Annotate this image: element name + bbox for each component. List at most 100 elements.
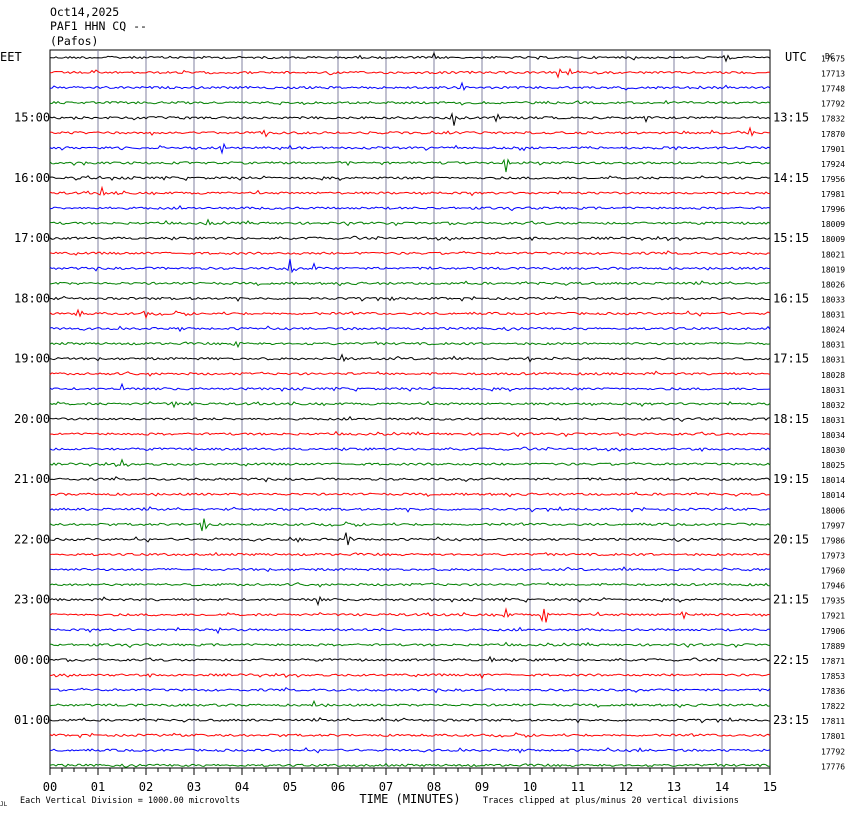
trace-line — [49, 747, 771, 754]
row-count-label: 17836 — [821, 687, 845, 696]
x-tick-label: 06 — [331, 780, 345, 794]
trace-line — [49, 458, 771, 468]
trace-line — [49, 506, 771, 513]
trace-line — [49, 581, 771, 588]
row-count-label: 17981 — [821, 190, 845, 199]
row-count-label: 18009 — [821, 235, 845, 244]
row-count-label: 17792 — [821, 100, 845, 109]
header-station: PAF1 HHN CQ -- — [50, 19, 147, 33]
left-time-label: 16:00 — [14, 171, 50, 185]
row-count-label: 17996 — [821, 205, 845, 214]
row-count-label: 18021 — [821, 250, 845, 259]
left-time-label: 21:00 — [14, 472, 50, 486]
trace-line — [49, 280, 770, 287]
left-time-label: 00:00 — [14, 653, 50, 667]
x-tick-label: 05 — [283, 780, 297, 794]
row-count-label: 17921 — [821, 612, 845, 621]
left-time-label: 19:00 — [14, 352, 50, 366]
trace-line — [49, 551, 771, 557]
trace-line — [49, 641, 771, 649]
x-tick-label: 03 — [187, 780, 201, 794]
row-count-label: 17960 — [821, 567, 845, 576]
row-count-label: 17870 — [821, 130, 845, 139]
x-tick-label: 14 — [715, 780, 729, 794]
row-count-label: 18033 — [821, 295, 845, 304]
trace-line — [49, 732, 771, 739]
x-axis-title: TIME (MINUTES) — [359, 792, 460, 806]
right-time-label: 13:15 — [773, 111, 809, 125]
row-count-label: 17901 — [821, 145, 845, 154]
clip-note: Traces clipped at plus/minus 20 vertical… — [483, 796, 739, 806]
row-count-label: 18034 — [821, 431, 845, 440]
row-count-label: 17935 — [821, 597, 845, 606]
right-time-label: 15:15 — [773, 231, 809, 245]
row-count-label: 17811 — [821, 717, 845, 726]
row-count-label: 17713 — [821, 70, 845, 79]
right-time-label: 20:15 — [773, 532, 809, 546]
row-count-label: 18031 — [821, 416, 845, 425]
row-count-label: 17924 — [821, 160, 845, 169]
trace-line — [49, 672, 771, 680]
scale-note: Each Vertical Division = 1000.00 microvo… — [20, 796, 240, 806]
trace-line — [49, 607, 771, 623]
trace-line — [49, 258, 771, 274]
x-tick-label: 15 — [763, 780, 777, 794]
trace-line — [49, 142, 771, 155]
row-count-label: 17792 — [821, 747, 845, 756]
x-tick-label: 11 — [571, 780, 585, 794]
row-count-label: 17956 — [821, 175, 845, 184]
row-count-label: 17832 — [821, 115, 845, 124]
trace-line — [49, 491, 770, 498]
row-count-label: 18014 — [821, 491, 845, 500]
row-count-label: 18009 — [821, 220, 845, 229]
x-tick-label: 01 — [91, 780, 105, 794]
trace-line — [49, 205, 771, 212]
trace-line — [50, 566, 771, 573]
row-count-label: 17986 — [821, 536, 845, 545]
row-count-label: 18024 — [821, 326, 845, 335]
trace-line — [49, 716, 771, 724]
header-date: Oct14,2025 — [50, 5, 120, 19]
trace-line — [49, 235, 771, 242]
row-count-label: 18025 — [821, 461, 845, 470]
right-time-label: 16:15 — [773, 291, 809, 305]
right-time-label: 23:15 — [773, 713, 809, 727]
left-time-label: 18:00 — [14, 291, 50, 305]
trace-line — [50, 686, 771, 694]
row-count-label: 18014 — [821, 476, 845, 485]
row-count-label: 18031 — [821, 311, 845, 320]
trace-line — [49, 325, 771, 333]
right-zone-label: UTC — [785, 50, 807, 64]
left-time-label: 01:00 — [14, 713, 50, 727]
trace-line — [49, 762, 771, 768]
trace-line — [49, 158, 771, 173]
row-count-label: 18006 — [821, 506, 845, 515]
trace-line — [49, 476, 771, 483]
row-count-label: 18031 — [821, 341, 845, 350]
left-zone-label: EET — [0, 50, 22, 64]
right-time-label: 21:15 — [773, 593, 809, 607]
trace-line — [49, 185, 771, 197]
trace-line — [49, 532, 771, 546]
x-tick-label: 10 — [523, 780, 537, 794]
trace-line — [49, 67, 771, 79]
trace-line — [49, 626, 771, 635]
count-header: DC — [825, 52, 835, 61]
trace-line — [49, 400, 771, 409]
row-count-label: 18028 — [821, 371, 845, 380]
right-time-label: 14:15 — [773, 171, 809, 185]
trace-line — [49, 126, 770, 138]
trace-line — [49, 595, 771, 607]
right-time-label: 18:15 — [773, 412, 809, 426]
row-count-label: 17906 — [821, 627, 845, 636]
trace-line — [49, 430, 771, 438]
x-tick-label: 13 — [667, 780, 681, 794]
left-time-label: 17:00 — [14, 231, 50, 245]
row-count-label: 17871 — [821, 657, 845, 666]
row-count-label: 18030 — [821, 446, 845, 455]
right-time-label: 19:15 — [773, 472, 809, 486]
left-time-label: 22:00 — [14, 532, 50, 546]
trace-line — [49, 655, 771, 663]
x-tick-label: 02 — [139, 780, 153, 794]
